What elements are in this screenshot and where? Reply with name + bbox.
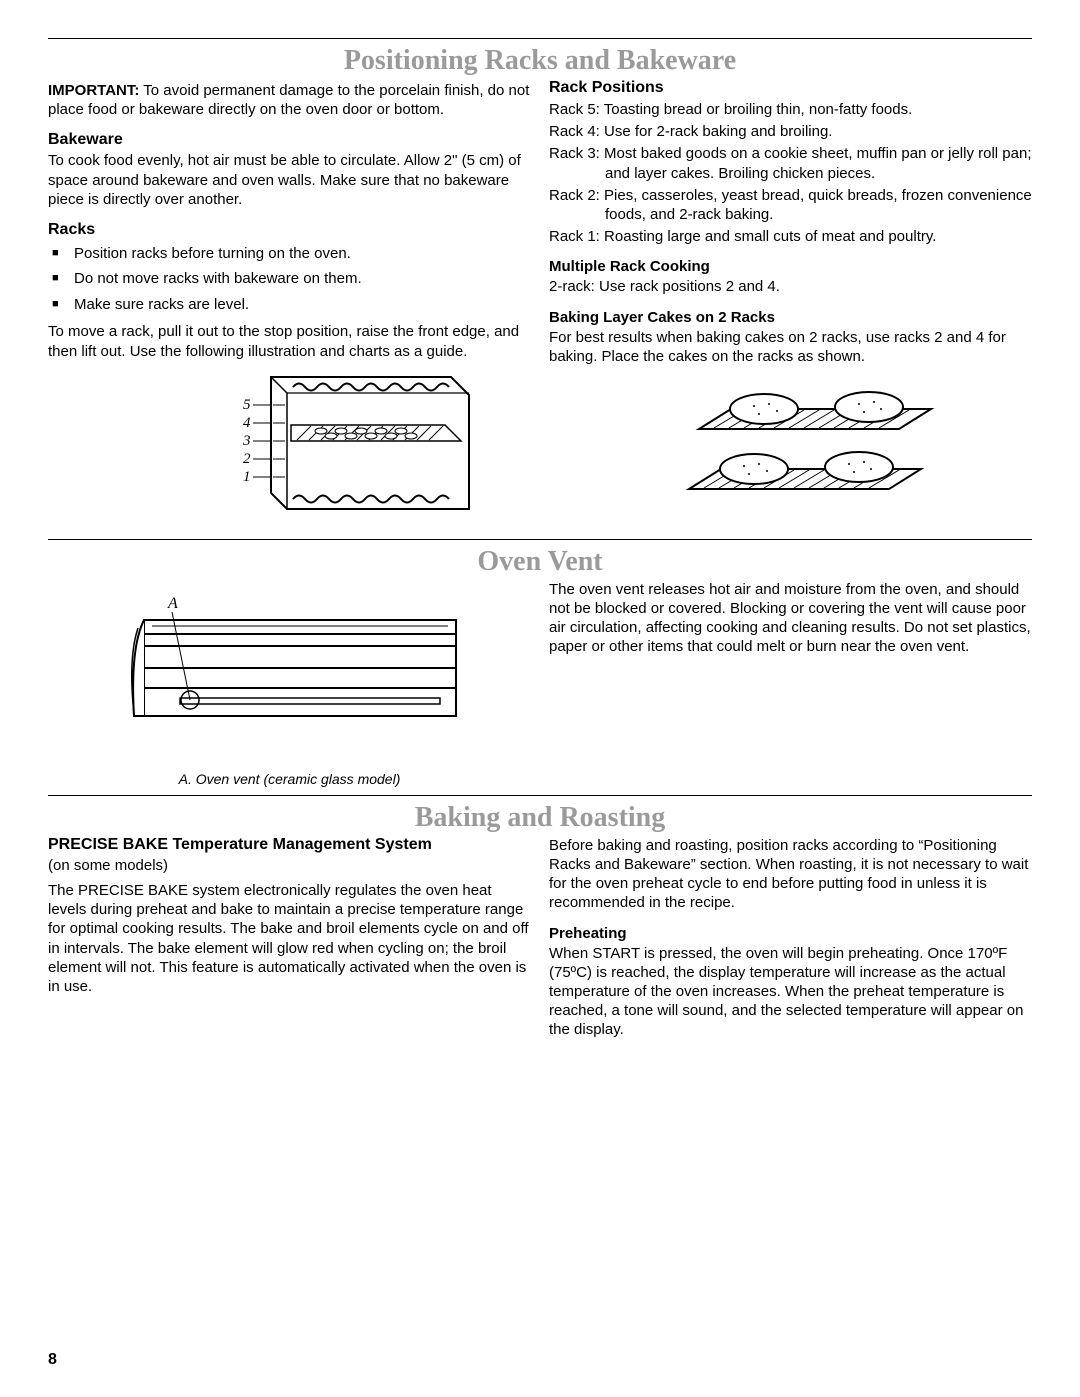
two-rack-svg (669, 374, 949, 524)
racks-bullet: Do not move racks with bakeware on them. (48, 268, 531, 291)
section3-columns: PRECISE BAKE Temperature Management Syst… (48, 836, 1032, 1046)
multiple-rack-heading: Multiple Rack Cooking (549, 258, 1032, 275)
rack-num-3: 3 (242, 433, 251, 449)
top-rule (48, 38, 1032, 39)
rack-num-4: 4 (243, 415, 251, 431)
racks-heading: Racks (48, 221, 531, 239)
precise-bake-heading: PRECISE BAKE Temperature Management Syst… (48, 836, 531, 854)
multiple-rack-text: 2-rack: Use rack positions 2 and 4. (549, 277, 1032, 296)
bakeware-heading: Bakeware (48, 131, 531, 149)
rack-num-1: 1 (243, 469, 251, 485)
manual-page: Positioning Racks and Bakeware IMPORTANT… (0, 0, 1080, 1397)
before-baking-text: Before baking and roasting, position rac… (549, 836, 1032, 913)
precise-bake-sub: (on some models) (48, 856, 531, 875)
important-label: IMPORTANT: (48, 82, 139, 99)
racks-bullet-list: Position racks before turning on the ove… (48, 243, 531, 317)
racks-move-text: To move a rack, pull it out to the stop … (48, 322, 531, 360)
preheating-heading: Preheating (549, 925, 1032, 942)
section3-title: Baking and Roasting (48, 802, 1032, 834)
oven-racks-svg: 5 4 3 2 1 (211, 369, 471, 519)
rack-pos-1: Rack 1: Roasting large and small cuts of… (549, 227, 1032, 246)
bakeware-text: To cook food evenly, hot air must be abl… (48, 151, 531, 209)
section2-left-col: A A. Oven vent (ceramic glass model) (48, 580, 531, 793)
mid-rule-1 (48, 539, 1032, 540)
oven-vent-text: The oven vent releases hot air and moist… (549, 580, 1032, 657)
rack-pos-3: Rack 3: Most baked goods on a cookie she… (549, 144, 1032, 182)
racks-bullet: Make sure racks are level. (48, 294, 531, 317)
rack-num-2: 2 (243, 451, 251, 467)
section1-columns: IMPORTANT: To avoid permanent damage to … (48, 79, 1032, 537)
precise-bake-text: The PRECISE BAKE system electronically r… (48, 881, 531, 996)
section1-title: Positioning Racks and Bakeware (48, 45, 1032, 77)
oven-racks-figure: 5 4 3 2 1 (48, 369, 531, 524)
important-paragraph: IMPORTANT: To avoid permanent damage to … (48, 81, 531, 119)
section3-right-col: Before baking and roasting, position rac… (549, 836, 1032, 1046)
rack-pos-5: Rack 5: Toasting bread or broiling thin,… (549, 100, 1032, 119)
vent-caption: A. Oven vent (ceramic glass model) (48, 771, 531, 787)
section1-left-col: IMPORTANT: To avoid permanent damage to … (48, 79, 531, 537)
section1-right-col: Rack Positions Rack 5: Toasting bread or… (549, 79, 1032, 537)
page-number: 8 (48, 1351, 57, 1369)
preheating-text: When START is pressed, the oven will beg… (549, 944, 1032, 1040)
oven-vent-figure: A (48, 588, 531, 763)
section2-columns: A A. Oven vent (ceramic glass model) The… (48, 580, 1032, 793)
mid-rule-2 (48, 795, 1032, 796)
racks-bullet: Position racks before turning on the ove… (48, 243, 531, 266)
rack-num-5: 5 (243, 397, 251, 413)
oven-vent-svg: A (120, 588, 460, 758)
two-rack-figure (549, 374, 1032, 529)
layer-cakes-heading: Baking Layer Cakes on 2 Racks (549, 309, 1032, 326)
section3-left-col: PRECISE BAKE Temperature Management Syst… (48, 836, 531, 1046)
section2-right-col: The oven vent releases hot air and moist… (549, 580, 1032, 793)
rack-pos-4: Rack 4: Use for 2-rack baking and broili… (549, 122, 1032, 141)
vent-label-a: A (167, 595, 178, 612)
section2-title: Oven Vent (48, 546, 1032, 578)
rack-positions-heading: Rack Positions (549, 79, 1032, 97)
layer-cakes-text: For best results when baking cakes on 2 … (549, 328, 1032, 366)
rack-pos-2: Rack 2: Pies, casseroles, yeast bread, q… (549, 186, 1032, 224)
